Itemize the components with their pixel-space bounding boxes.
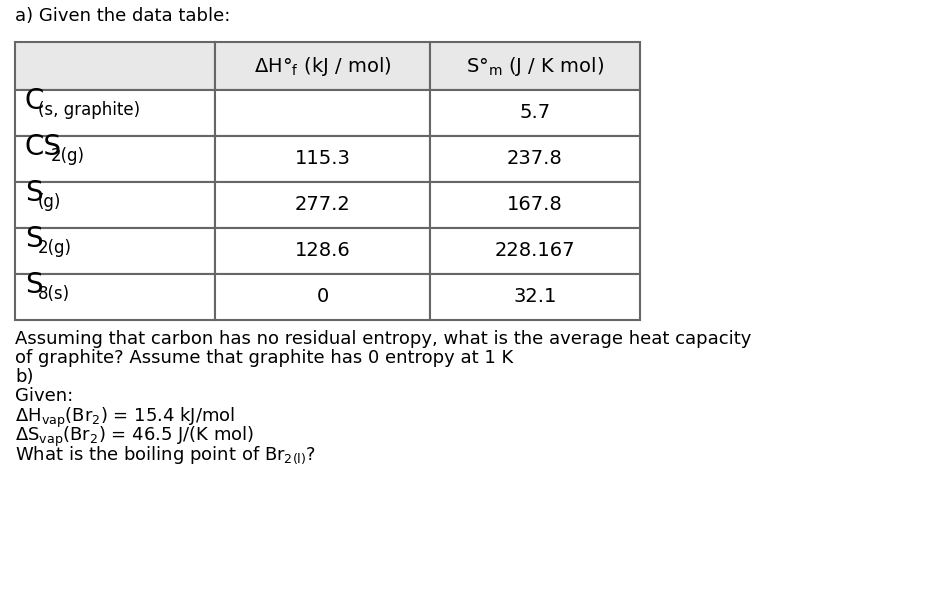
Text: S: S — [25, 225, 43, 253]
Bar — [15, 274, 214, 320]
Bar — [214, 182, 430, 228]
Bar — [15, 90, 214, 136]
Bar — [214, 274, 430, 320]
Bar — [430, 136, 639, 182]
Text: 128.6: 128.6 — [294, 242, 350, 261]
Text: 8(s): 8(s) — [38, 285, 70, 303]
Text: 2(g): 2(g) — [51, 147, 84, 165]
Text: 228.167: 228.167 — [495, 242, 574, 261]
Text: CS: CS — [25, 133, 62, 161]
Text: 277.2: 277.2 — [294, 195, 350, 214]
Text: Given:: Given: — [15, 387, 73, 405]
Text: $\Delta$S$_\mathregular{vap}$(Br$_\mathregular{2}$) = 46.5 J/(K mol): $\Delta$S$_\mathregular{vap}$(Br$_\mathr… — [15, 425, 254, 449]
Text: of graphite? Assume that graphite has 0 entropy at 1 K: of graphite? Assume that graphite has 0 … — [15, 349, 512, 367]
Text: (g): (g) — [38, 193, 61, 211]
Text: 5.7: 5.7 — [519, 103, 550, 122]
Text: C: C — [25, 87, 45, 115]
Bar — [15, 228, 214, 274]
Bar — [15, 42, 214, 90]
Bar — [15, 136, 214, 182]
Text: S°$_\mathregular{m}$ (J / K mol): S°$_\mathregular{m}$ (J / K mol) — [466, 54, 603, 78]
Text: 167.8: 167.8 — [507, 195, 562, 214]
Text: S: S — [25, 179, 43, 207]
Text: S: S — [25, 271, 43, 299]
Text: $\Delta$H$_\mathregular{vap}$(Br$_\mathregular{2}$) = 15.4 kJ/mol: $\Delta$H$_\mathregular{vap}$(Br$_\mathr… — [15, 406, 235, 430]
Text: b): b) — [15, 368, 33, 386]
Bar — [214, 42, 430, 90]
Text: 32.1: 32.1 — [513, 288, 556, 307]
Text: Assuming that carbon has no residual entropy, what is the average heat capacity: Assuming that carbon has no residual ent… — [15, 330, 751, 348]
Text: 2(g): 2(g) — [38, 239, 72, 257]
Text: 0: 0 — [316, 288, 329, 307]
Text: What is the boiling point of Br$_\mathregular{2(l)}$?: What is the boiling point of Br$_\mathre… — [15, 444, 316, 466]
Bar — [430, 90, 639, 136]
Text: 237.8: 237.8 — [507, 149, 562, 168]
Text: $\Delta$H°$_\mathregular{f}$ (kJ / mol): $\Delta$H°$_\mathregular{f}$ (kJ / mol) — [253, 54, 391, 78]
Bar — [214, 136, 430, 182]
Text: a) Given the data table:: a) Given the data table: — [15, 7, 230, 25]
Bar — [214, 90, 430, 136]
Bar — [430, 182, 639, 228]
Bar — [430, 274, 639, 320]
Bar — [214, 228, 430, 274]
Text: 115.3: 115.3 — [294, 149, 350, 168]
Bar — [430, 228, 639, 274]
Text: (s, graphite): (s, graphite) — [38, 101, 140, 119]
Bar — [15, 182, 214, 228]
Bar — [430, 42, 639, 90]
